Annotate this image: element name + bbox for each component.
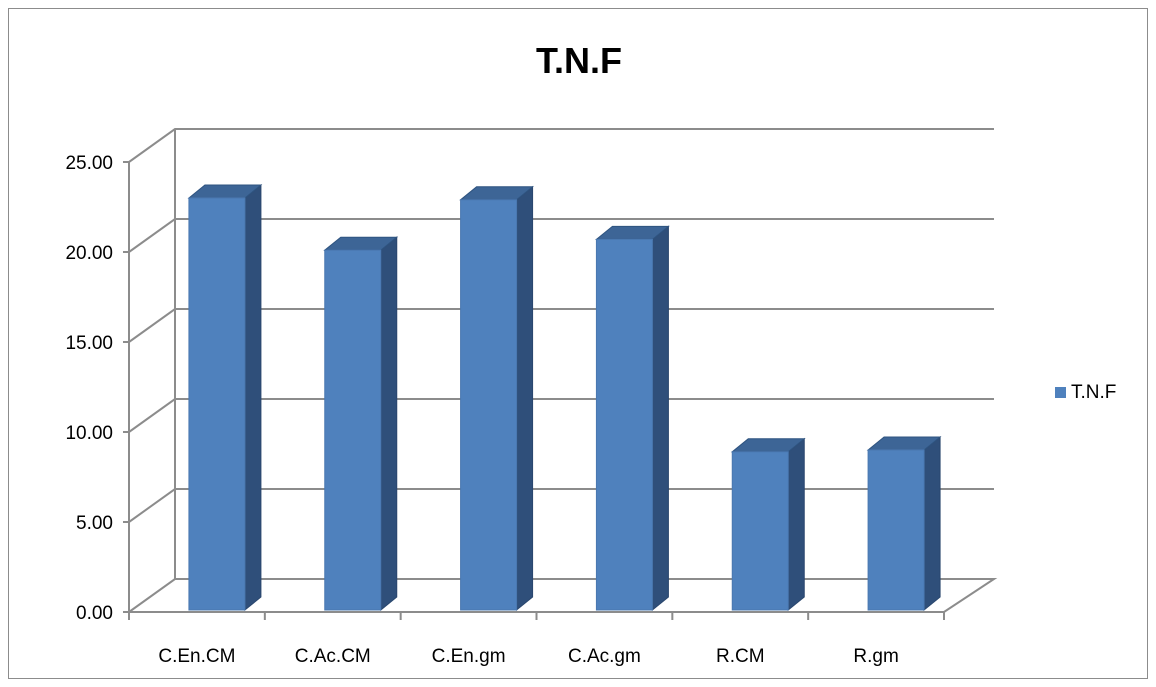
bar-front [595,238,653,611]
bar [187,183,263,612]
x-tick-label: C.Ac.CM [295,646,371,667]
legend-swatch [1055,387,1066,398]
y-axis: 0.00 5.00 10.00 15.00 20.00 25.00 [65,153,130,624]
gridlines [128,128,994,523]
bar [730,437,806,612]
bar-side [380,236,398,612]
bar-front [460,199,518,611]
y-tick-label: 15.00 [65,333,113,354]
bar-side [244,183,262,612]
gridline [128,128,994,163]
bar-chart: T.N.F 0.00 5.00 10.00 15.00 20.00 25.00 C.En.… [65,40,1116,667]
bar [323,236,399,612]
x-tick-label: C.En.gm [432,646,506,667]
x-tick-label: C.Ac.gm [568,646,641,667]
gridline [128,398,994,433]
bar [866,435,942,612]
bar-side [787,437,805,612]
y-tick-label: 5.00 [76,513,113,534]
gridline [128,218,994,253]
chart-frame: T.N.F 0.00 5.00 10.00 15.00 20.00 25.00 C.En.… [8,8,1148,679]
bars [187,183,942,612]
chart-title: T.N.F [536,40,622,81]
legend-label: T.N.F [1071,382,1116,403]
y-tick-label: 25.00 [65,153,113,174]
x-axis: C.En.CM C.Ac.CM C.En.gm C.Ac.gm R.CM R.gm [128,612,945,667]
gridline [128,308,994,343]
x-tick-label: C.En.CM [158,646,235,667]
bar-side [516,185,534,612]
y-tick-label: 0.00 [76,603,113,624]
x-tick-label: R.CM [716,646,765,667]
x-tick-label: R.gm [853,646,898,667]
bar [459,185,534,612]
bar-front [867,449,925,611]
bar [595,225,670,612]
bar-front [731,451,789,611]
bar-side [923,435,941,612]
bar-side [651,225,669,612]
y-tick-label: 10.00 [65,423,113,444]
bar-front [188,197,246,611]
legend: T.N.F [1055,382,1116,403]
y-tick-label: 20.00 [65,243,113,264]
gridline [128,488,994,523]
bar-front [324,249,382,611]
